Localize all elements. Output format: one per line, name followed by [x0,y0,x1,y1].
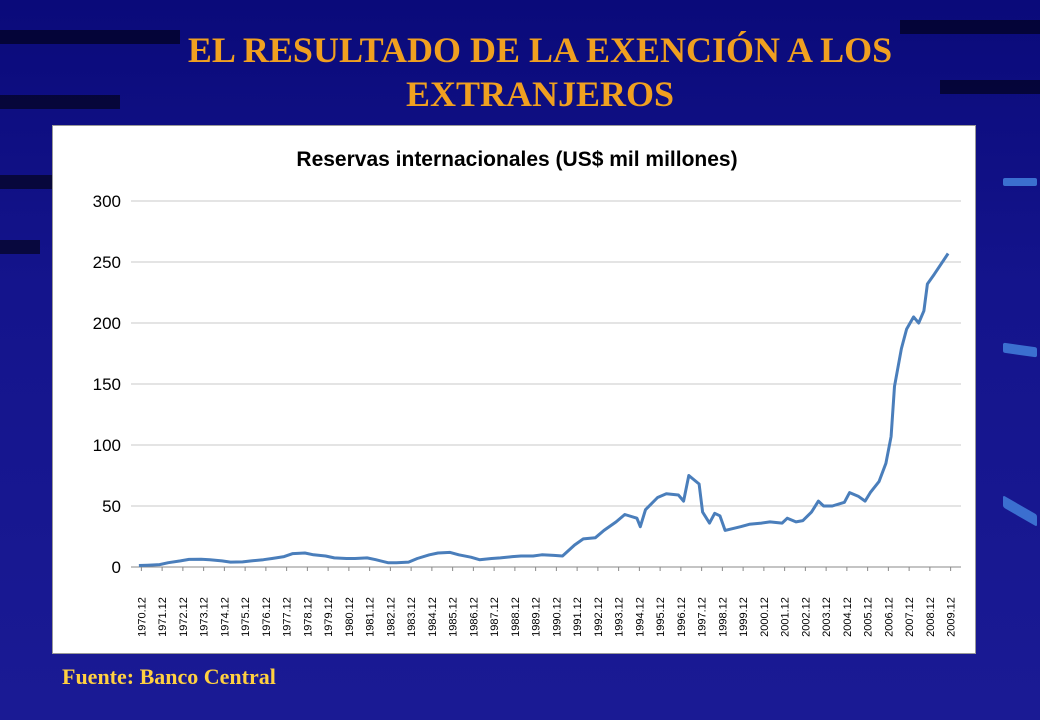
chart-frame: Reservas internacionales (US$ mil millon… [52,125,976,654]
x-tick-label: 1978.12 [302,597,314,637]
x-tick-label: 1998.12 [717,597,729,637]
x-tick-label: 1992.12 [593,597,605,637]
x-tick-label: 1983.12 [406,597,418,637]
x-tick-label: 2003.12 [821,597,833,637]
x-tick-label: 1988.12 [510,597,522,637]
x-tick-label: 1981.12 [365,597,377,637]
x-tick-label: 1996.12 [676,597,688,637]
x-tick-label: 1977.12 [282,597,294,637]
y-tick-label: 50 [102,497,121,516]
x-tick-label: 1973.12 [199,597,211,637]
x-tick-label: 1986.12 [468,597,480,637]
x-tick-label: 1989.12 [531,597,543,637]
x-tick-label: 2002.12 [800,597,812,637]
y-tick-label: 150 [93,375,121,394]
decorative-bar [1003,342,1037,358]
chart-title: Reservas internacionales (US$ mil millon… [296,148,737,171]
x-tick-label: 1974.12 [219,597,231,637]
y-tick-label: 300 [93,192,121,211]
x-tick-label: 1985.12 [448,597,460,637]
x-tick-label: 1987.12 [489,597,501,637]
x-tick-label: 1971.12 [157,597,169,637]
x-tick-label: 1979.12 [323,597,335,637]
x-tick-label: 2004.12 [842,597,854,637]
x-tick-label: 1982.12 [385,597,397,637]
x-tick-label: 2006.12 [883,597,895,637]
x-tick-label: 1999.12 [738,597,750,637]
x-tick-label: 1972.12 [178,597,190,637]
series-line [138,252,950,567]
x-tick-label: 1984.12 [427,597,439,637]
line-chart: Reservas internacionales (US$ mil millon… [93,148,961,637]
x-tick-label: 2008.12 [925,597,937,637]
x-tick-label: 1991.12 [572,597,584,637]
x-tick-label: 1990.12 [551,597,563,637]
x-tick-label: 2000.12 [759,597,771,637]
x-tick-label: 1970.12 [136,597,148,637]
x-tick-label: 1995.12 [655,597,667,637]
y-tick-label: 250 [93,253,121,272]
y-tick-label: 100 [93,436,121,455]
x-tick-label: 1993.12 [614,597,626,637]
x-tick-label: 2001.12 [780,597,792,637]
source-note: Fuente: Banco Central [62,664,276,689]
x-tick-label: 2005.12 [863,597,875,637]
x-tick-label: 1980.12 [344,597,356,637]
decorative-bar [1003,495,1037,527]
x-tick-label: 1976.12 [261,597,273,637]
x-tick-label: 2009.12 [946,597,958,637]
y-tick-label: 0 [112,558,121,577]
y-tick-label: 200 [93,314,121,333]
decorative-bar [1003,178,1037,186]
slide-title: EL RESULTADO DE LA EXENCIÓN A LOS EXTRAN… [187,30,893,114]
x-tick-label: 2007.12 [904,597,916,637]
x-tick-label: 1975.12 [240,597,252,637]
x-tick-label: 1994.12 [634,597,646,637]
x-tick-label: 1997.12 [697,597,709,637]
